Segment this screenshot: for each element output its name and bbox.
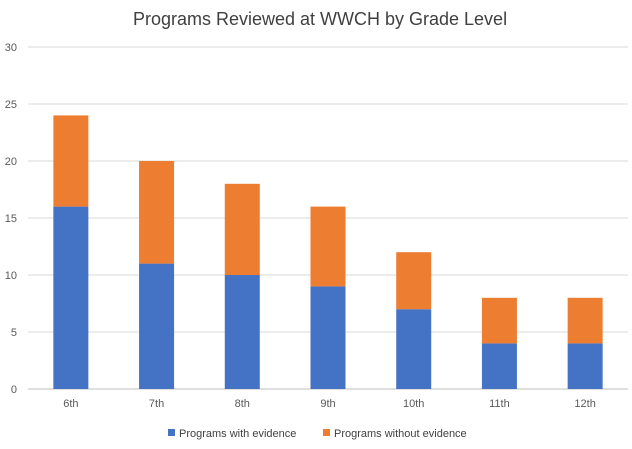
x-tick-label: 12th [574, 398, 595, 410]
y-tick-label: 15 [5, 213, 17, 225]
bar-segment [224, 183, 260, 275]
legend-swatch [323, 429, 330, 436]
bar-segment [567, 297, 603, 344]
chart-title: Programs Reviewed at WWCH by Grade Level [133, 9, 507, 29]
bar-segment [396, 252, 432, 310]
y-tick-label: 5 [11, 327, 17, 339]
x-tick-label: 10th [403, 398, 424, 410]
legend-label: Programs with evidence [179, 428, 296, 440]
bar-segment [310, 206, 346, 287]
y-tick-label: 30 [5, 42, 17, 54]
bar-segment [567, 343, 603, 389]
x-tick-label: 7th [149, 398, 164, 410]
bar-segment [396, 309, 432, 389]
bar-segment [481, 343, 517, 389]
bar-segment [139, 161, 175, 264]
legend-label: Programs without evidence [334, 428, 467, 440]
bar-segment [224, 275, 260, 389]
bars [53, 115, 603, 389]
bar-segment [139, 263, 175, 389]
legend: Programs with evidence Programs without e… [168, 428, 467, 440]
x-tick-label: 9th [320, 398, 335, 410]
bar-segment [481, 297, 517, 344]
bar-segment [53, 115, 89, 207]
legend-swatch [168, 429, 175, 436]
x-tick-label: 11th [489, 398, 510, 410]
y-tick-label: 0 [11, 384, 17, 396]
y-tick-label: 10 [5, 270, 17, 282]
bar-segment [310, 286, 346, 389]
bar-segment [53, 206, 89, 389]
y-axis-ticks: 0 5 10 15 20 25 30 [5, 42, 17, 396]
x-tick-label: 6th [63, 398, 78, 410]
x-tick-label: 8th [235, 398, 250, 410]
x-axis-ticks: 6th 7th 8th 9th 10th 11th 12th [63, 398, 596, 410]
y-tick-label: 20 [5, 156, 17, 168]
y-tick-label: 25 [5, 99, 17, 111]
